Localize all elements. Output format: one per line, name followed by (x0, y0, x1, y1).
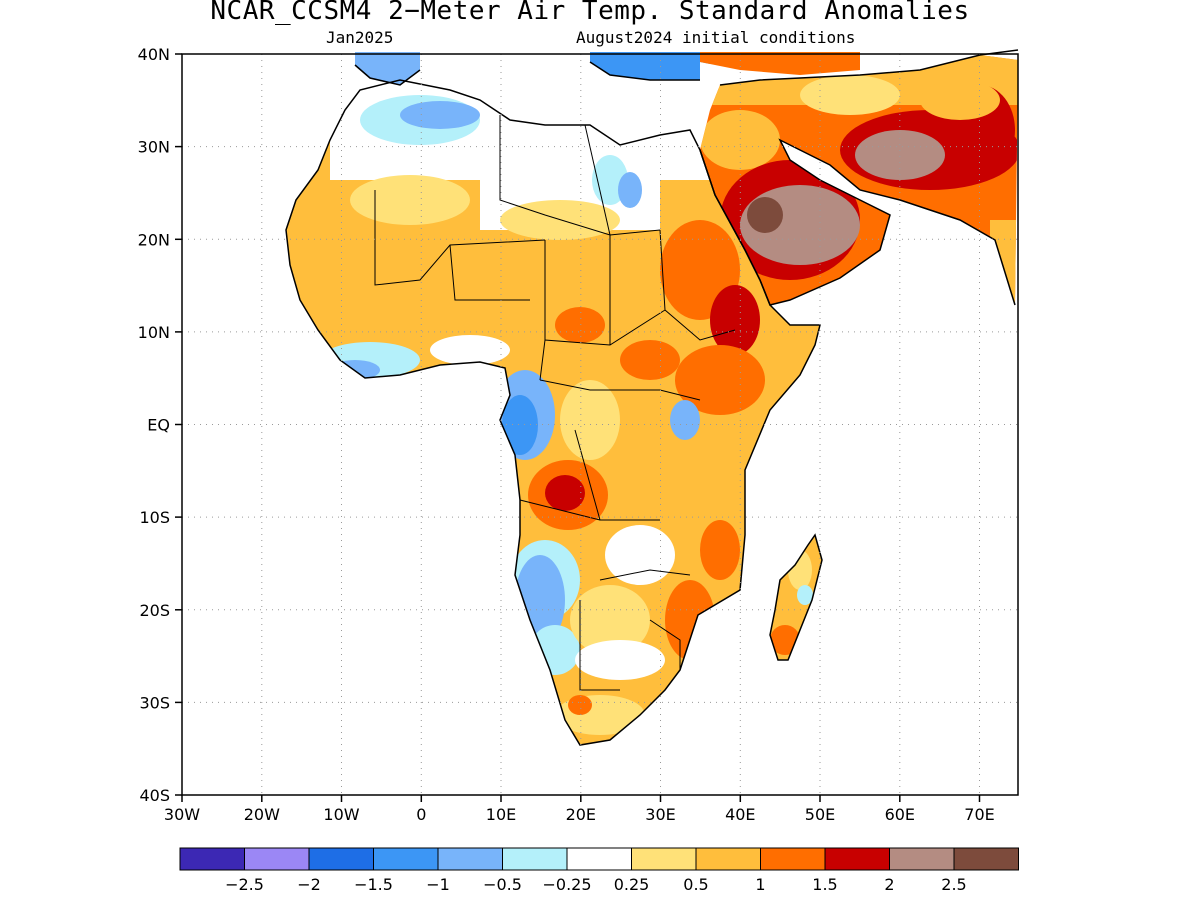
colorbar-swatch (889, 847, 955, 871)
colorbar-label: −1.5 (354, 875, 393, 894)
valid-month-label: Jan2025 (326, 28, 394, 47)
colorbar-swatch (373, 847, 439, 871)
colorbar-swatch (179, 847, 245, 871)
lon-label: 40E (725, 805, 755, 824)
colorbar-swatch (760, 847, 826, 871)
lat-label: 10N (138, 323, 170, 342)
lat-label: 20N (138, 230, 170, 249)
lon-label: 10W (323, 805, 359, 824)
colorbar-label: 2.5 (941, 875, 966, 894)
colorbar-swatch (308, 847, 374, 871)
lat-label: 30N (138, 138, 170, 157)
colorbar-swatch (953, 847, 1019, 871)
colorbar-swatch (437, 847, 503, 871)
colorbar-label: −0.25 (542, 875, 591, 894)
lon-label: 30E (645, 805, 675, 824)
colorbar-swatch (244, 847, 310, 871)
lat-labels: 40N 30N 20N 10N EQ 10S 20S 30S 40S (138, 45, 170, 805)
colorbar-label: 0.25 (614, 875, 650, 894)
lat-label: 30S (139, 693, 170, 712)
lat-label: 40N (138, 45, 170, 64)
colorbar-label: 2 (884, 875, 894, 894)
colorbar-swatch (695, 847, 761, 871)
map-title: NCAR_CCSM4 2−Meter Air Temp. Standard An… (210, 0, 970, 26)
init-conditions-label: August2024 initial conditions (576, 28, 856, 47)
lon-labels: 30W 20W 10W 0 10E 20E 30E 40E 50E 60E 70… (164, 805, 995, 824)
lon-label: 70E (964, 805, 994, 824)
lon-label: 20E (566, 805, 596, 824)
lat-label: EQ (147, 416, 170, 435)
lat-label: 20S (139, 601, 170, 620)
lat-label: 40S (139, 786, 170, 805)
lon-label: 30W (164, 805, 200, 824)
colorbar-swatch (566, 847, 632, 871)
colorbar-swatch (502, 847, 568, 871)
colorbar-label: −2.5 (225, 875, 264, 894)
axis-ticks (175, 53, 981, 802)
country-borders (374, 115, 736, 691)
lat-lon-grid (182, 54, 1018, 795)
lon-label: 50E (805, 805, 835, 824)
colorbar-label: −0.5 (483, 875, 522, 894)
lon-label: 20W (244, 805, 280, 824)
colorbar-label: 0.5 (683, 875, 708, 894)
colorbar: −2.5 −2 −1.5 −1 −0.5 −0.25 0.25 0.5 1 1.5 2 2.5 (179, 847, 1019, 894)
colorbar-label: 1.5 (812, 875, 837, 894)
lat-label: 10S (139, 508, 170, 527)
lon-label: 10E (486, 805, 516, 824)
colorbar-label: −1 (426, 875, 450, 894)
colorbar-label: 1 (755, 875, 765, 894)
colorbar-swatch (631, 847, 697, 871)
colorbar-label: −2 (297, 875, 321, 894)
lon-label: 60E (885, 805, 915, 824)
lon-label: 0 (416, 805, 426, 824)
colorbar-swatch (824, 847, 890, 871)
